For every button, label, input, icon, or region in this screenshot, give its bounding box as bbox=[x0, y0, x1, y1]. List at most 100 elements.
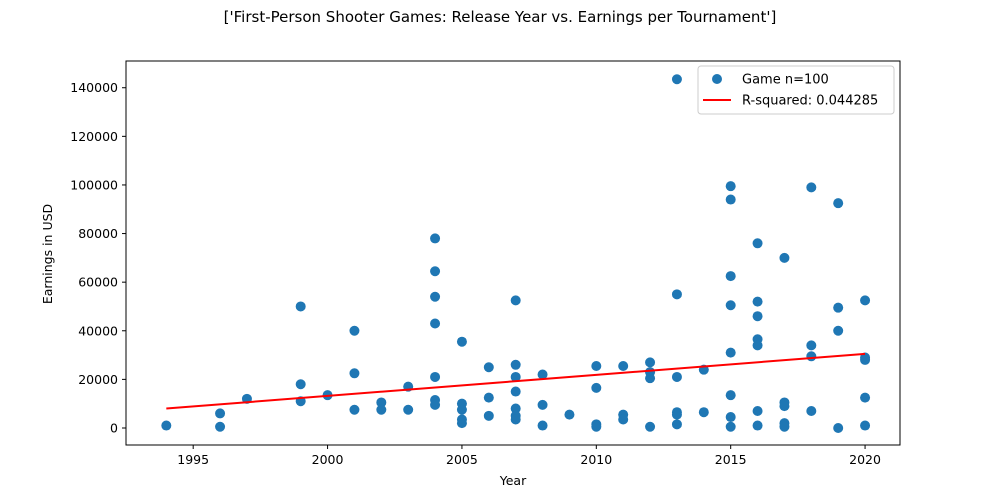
scatter-point bbox=[295, 379, 306, 390]
scatter-point bbox=[806, 182, 817, 193]
scatter-point bbox=[537, 420, 548, 431]
scatter-point bbox=[725, 181, 736, 192]
scatter-point bbox=[403, 404, 414, 415]
scatter-point bbox=[725, 347, 736, 358]
scatter-point bbox=[752, 420, 763, 431]
scatter-point bbox=[779, 252, 790, 263]
scatter-point bbox=[537, 369, 548, 380]
x-axis: 1995 2000 2005 2010 2015 2020 bbox=[177, 445, 881, 467]
scatter-point bbox=[456, 404, 467, 415]
y-tick-label: 60000 bbox=[78, 275, 118, 290]
scatter-point bbox=[752, 311, 763, 322]
scatter-point bbox=[295, 301, 306, 312]
scatter-point bbox=[430, 318, 441, 329]
scatter-point bbox=[833, 325, 844, 336]
scatter-point bbox=[752, 340, 763, 351]
scatter-point bbox=[752, 238, 763, 249]
scatter-point bbox=[860, 295, 871, 306]
scatter-point bbox=[510, 386, 521, 397]
scatter-point bbox=[430, 399, 441, 410]
scatter-point bbox=[564, 409, 575, 420]
scatter-point bbox=[430, 266, 441, 277]
x-tick-label: 1995 bbox=[177, 452, 209, 467]
y-tick-label: 120000 bbox=[70, 129, 118, 144]
scatter-point bbox=[430, 371, 441, 382]
legend-label-trend: R-squared: 0.044285 bbox=[742, 94, 878, 109]
scatter-point bbox=[833, 422, 844, 433]
scatter-point bbox=[725, 390, 736, 401]
scatter-point bbox=[510, 295, 521, 306]
scatter-point bbox=[698, 407, 709, 418]
y-tick-label: 100000 bbox=[70, 177, 118, 192]
y-tick-label: 20000 bbox=[78, 372, 118, 387]
y-tick-label: 40000 bbox=[78, 323, 118, 338]
scatter-point bbox=[510, 359, 521, 370]
scatter-point bbox=[860, 354, 871, 365]
x-tick-label: 2010 bbox=[580, 452, 612, 467]
y-tick-label: 140000 bbox=[70, 80, 118, 95]
scatter-point bbox=[456, 336, 467, 347]
scatter-point bbox=[537, 399, 548, 410]
y-tick-label: 0 bbox=[110, 420, 118, 435]
scatter-point bbox=[671, 419, 682, 430]
legend-label-scatter: Game n=100 bbox=[742, 73, 829, 88]
scatter-point bbox=[779, 421, 790, 432]
scatter-point bbox=[752, 405, 763, 416]
plot-area bbox=[125, 60, 901, 446]
legend-box bbox=[697, 65, 895, 115]
scatter-point bbox=[349, 368, 360, 379]
plot-frame bbox=[125, 60, 901, 446]
x-axis-label: Year bbox=[499, 473, 527, 488]
scatter-point bbox=[645, 357, 656, 368]
scatter-point bbox=[510, 414, 521, 425]
scatter-point bbox=[725, 412, 736, 423]
scatter-point bbox=[860, 392, 871, 403]
scatter-point bbox=[161, 420, 172, 431]
scatter-point bbox=[215, 408, 226, 419]
scatter-point bbox=[860, 420, 871, 431]
scatter-point bbox=[725, 271, 736, 282]
scatter-point bbox=[806, 340, 817, 351]
scatter-point bbox=[725, 194, 736, 205]
scatter-point bbox=[510, 403, 521, 414]
scatter-point bbox=[645, 421, 656, 432]
scatter-point bbox=[752, 296, 763, 307]
scatter-point bbox=[430, 291, 441, 302]
scatter-point bbox=[349, 404, 360, 415]
scatter-point bbox=[430, 233, 441, 244]
scatter-point bbox=[779, 401, 790, 412]
scatter-point bbox=[215, 421, 226, 432]
legend: Game n=100 R-squared: 0.044285 bbox=[697, 65, 895, 115]
y-tick-label: 80000 bbox=[78, 226, 118, 241]
scatter-point bbox=[618, 414, 629, 425]
scatter-point bbox=[510, 371, 521, 382]
scatter-point bbox=[725, 421, 736, 432]
scatter-point bbox=[806, 351, 817, 362]
scatter-point bbox=[618, 361, 629, 372]
x-tick-label: 2000 bbox=[312, 452, 344, 467]
trend-line-layer bbox=[166, 352, 866, 410]
scatter-point bbox=[671, 371, 682, 382]
x-tick-label: 2020 bbox=[849, 452, 881, 467]
scatter-point bbox=[591, 361, 602, 372]
scatter-point bbox=[591, 382, 602, 393]
y-axis-label: Earnings in USD bbox=[40, 204, 55, 304]
scatter-point bbox=[456, 418, 467, 429]
legend-scatter-marker bbox=[712, 74, 722, 84]
scatter-point bbox=[376, 404, 387, 415]
scatter-point bbox=[833, 302, 844, 313]
x-tick-label: 2005 bbox=[446, 452, 478, 467]
scatter-point bbox=[671, 409, 682, 420]
scatter-point bbox=[483, 362, 494, 373]
x-tick-label: 2015 bbox=[715, 452, 747, 467]
trend-line bbox=[166, 352, 866, 410]
scatter-points bbox=[161, 74, 871, 433]
scatter-point bbox=[833, 198, 844, 209]
scatter-point bbox=[645, 373, 656, 384]
scatter-point bbox=[806, 405, 817, 416]
scatter-point bbox=[591, 421, 602, 432]
scatter-point bbox=[483, 392, 494, 403]
scatter-point bbox=[349, 325, 360, 336]
scatter-point bbox=[671, 289, 682, 300]
